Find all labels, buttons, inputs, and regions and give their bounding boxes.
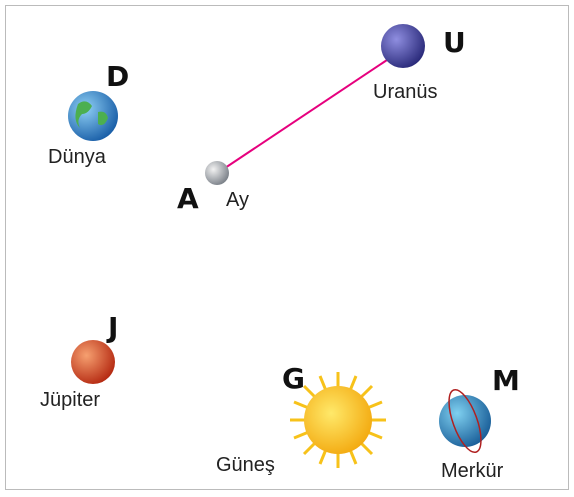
node-label: Ay — [226, 189, 249, 211]
node-label: Merkür — [441, 460, 504, 482]
node-letter: D — [106, 60, 129, 93]
node-letter: U — [443, 26, 466, 59]
moon — [205, 161, 229, 185]
node-label: Güneş — [216, 454, 275, 476]
node-label: Jüpiter — [40, 389, 100, 411]
planet-jupiter — [71, 340, 115, 384]
planet-uranus — [381, 24, 425, 68]
sun — [304, 386, 372, 454]
node-letter: M — [492, 364, 520, 397]
node-letter: A — [177, 182, 199, 215]
planet-mercury — [439, 395, 491, 447]
node-letter: G — [282, 362, 305, 395]
node-label: Uranüs — [373, 81, 437, 103]
node-label: Dünya — [48, 146, 107, 168]
diagram: U Uranüs D Dünya A Ay J Jüpiter G Güneş … — [0, 0, 574, 497]
node-letter: J — [106, 311, 118, 344]
connector — [225, 58, 390, 168]
